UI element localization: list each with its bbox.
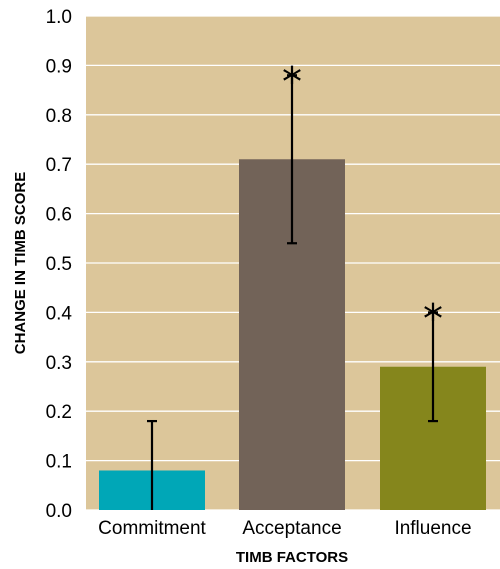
y-tick-label: 1.0 (46, 7, 72, 28)
x-axis-categories: Commitment Acceptance Influence (98, 518, 471, 539)
y-tick-label: 0.3 (46, 353, 72, 374)
significance-markers: ** (282, 59, 443, 342)
error-bar-commitment (147, 419, 157, 510)
y-axis-title: CHANGE IN TIMB SCORE (12, 172, 29, 355)
y-tick-label: 0.9 (46, 56, 72, 77)
y-tick-label: 0.8 (46, 106, 72, 127)
y-tick-label: 0.6 (46, 205, 72, 226)
significance-star: * (423, 296, 443, 342)
y-tick-label: 0.0 (46, 501, 72, 522)
y-tick-label: 0.5 (46, 254, 72, 275)
y-axis-ticks: 0.0 0.1 0.2 0.3 0.4 0.5 0.6 0.7 0.8 0.9 1.0 (46, 7, 73, 522)
significance-star: * (282, 59, 302, 105)
x-category-label: Commitment (98, 518, 206, 539)
error-bar-acceptance (287, 74, 297, 245)
error-bar-influence (428, 311, 438, 423)
y-tick-label: 0.2 (46, 402, 72, 423)
x-axis-title: TIMB FACTORS (236, 549, 348, 566)
y-tick-label: 0.1 (46, 452, 72, 473)
x-category-label: Influence (394, 518, 471, 539)
error-bars-group (147, 74, 438, 510)
y-tick-label: 0.7 (46, 155, 72, 176)
x-category-label: Acceptance (242, 518, 341, 539)
y-tick-label: 0.4 (46, 303, 73, 324)
